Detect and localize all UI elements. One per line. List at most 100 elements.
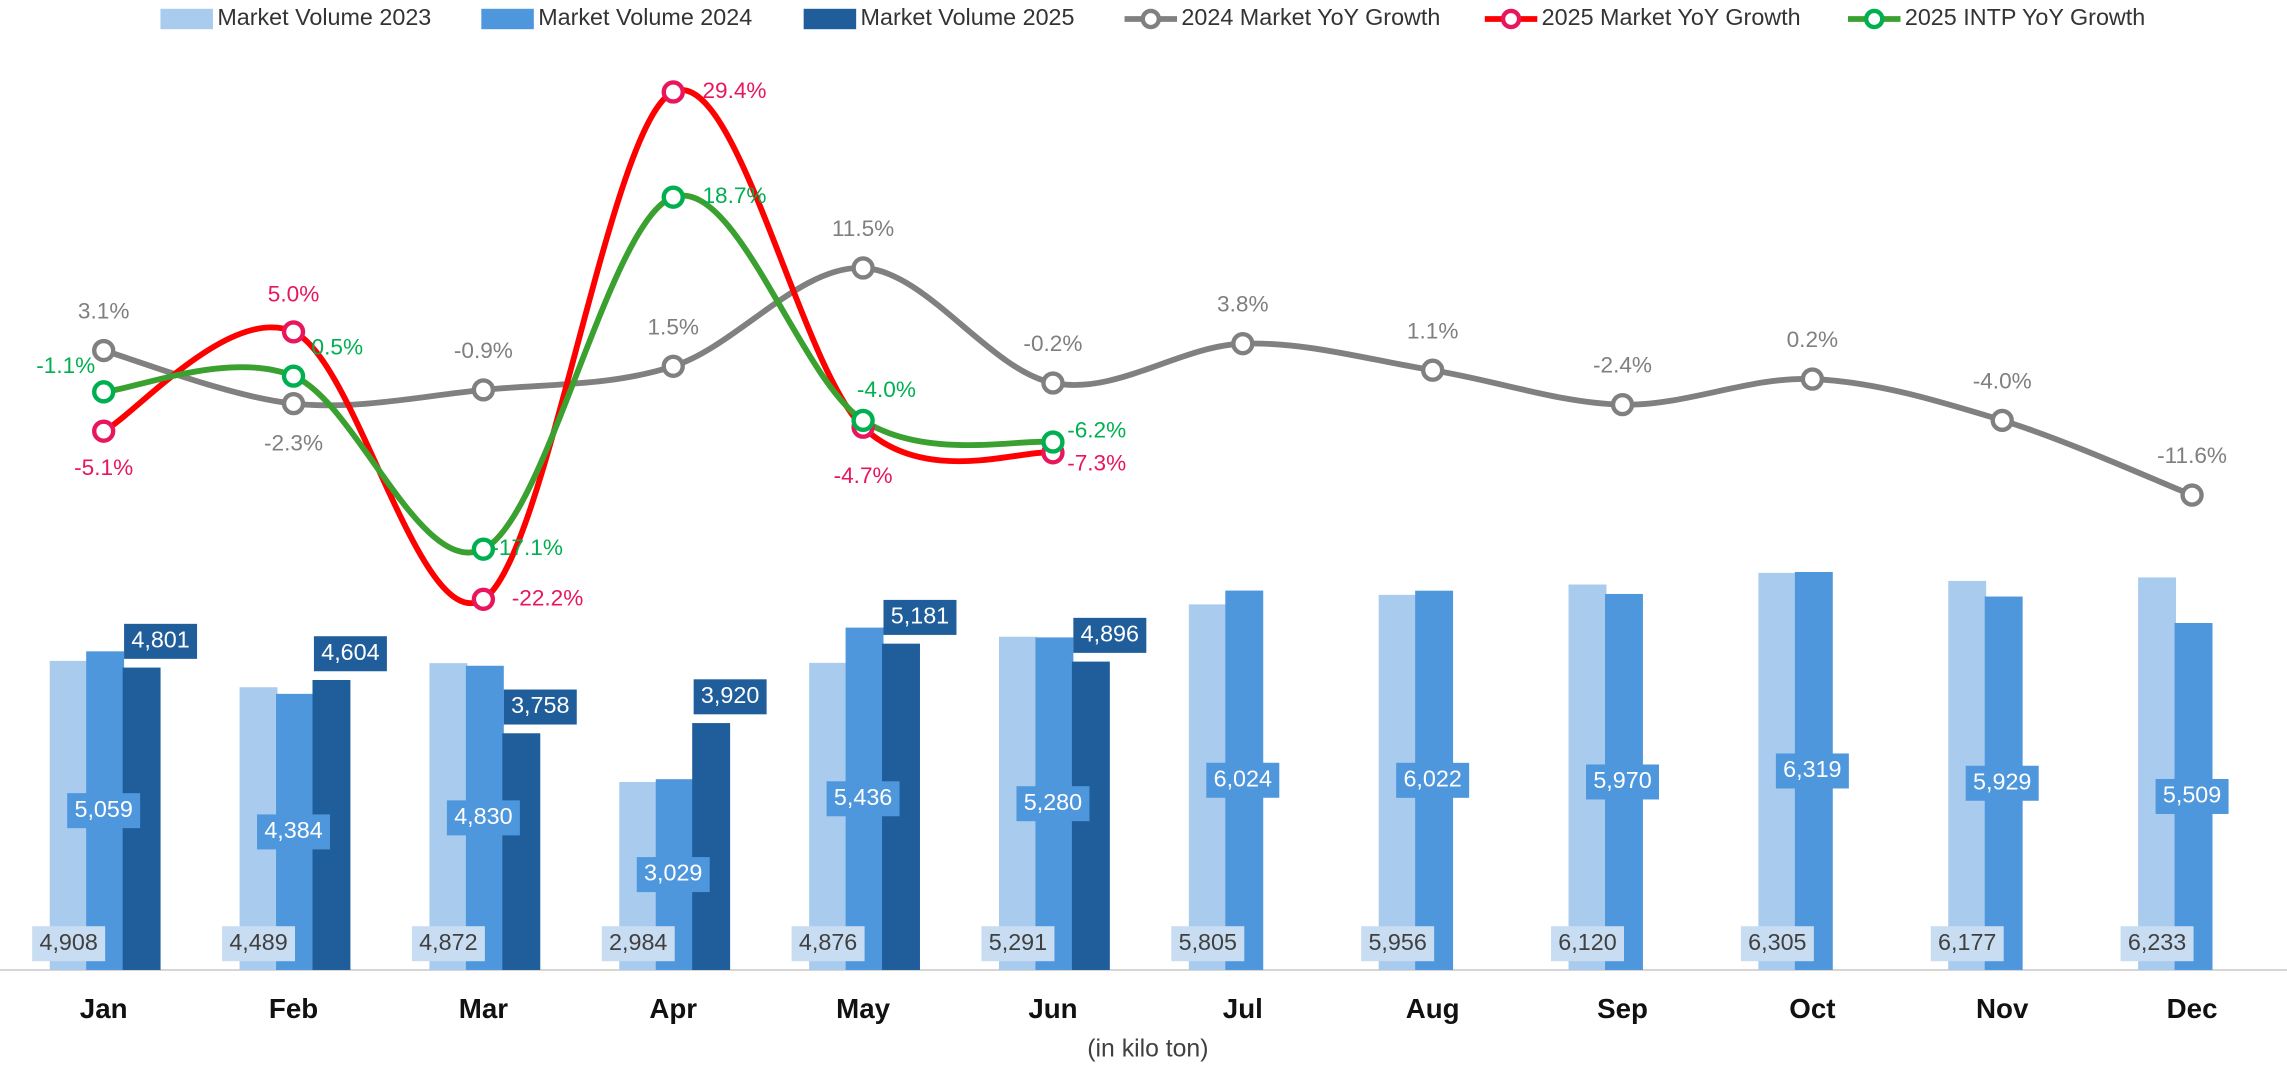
data-label-text: 4,876 — [799, 929, 857, 955]
data-label-text: 6,024 — [1214, 765, 1272, 791]
legend-label: Market Volume 2023 — [217, 4, 431, 30]
data-label-text: 5,436 — [834, 784, 892, 810]
line-data-label: -17.1% — [491, 535, 563, 560]
data-label: 5,929 — [1965, 765, 2039, 801]
line-marker — [1800, 367, 1825, 391]
data-label-text: 5,509 — [2163, 782, 2221, 808]
data-label-box — [981, 926, 1055, 962]
data-label: 6,024 — [1206, 762, 1280, 798]
x-tick-label: Mar — [459, 993, 508, 1024]
line-data-label: -0.9% — [454, 338, 513, 363]
data-label-text: 5,805 — [1179, 929, 1237, 955]
data-label-text: 5,181 — [891, 603, 949, 629]
lines — [102, 87, 2194, 606]
line-marker — [1041, 371, 1065, 395]
x-tick-label: Sep — [1597, 993, 1648, 1024]
data-label: 5,805 — [1171, 926, 1245, 962]
line-marker — [471, 378, 496, 402]
data-label-box — [67, 793, 141, 829]
data-label-text: 4,872 — [419, 929, 477, 955]
data-label-box — [1775, 753, 1849, 789]
data-label-text: 4,384 — [264, 817, 322, 843]
data-label-text: 4,896 — [1081, 621, 1139, 647]
data-label: 4,801 — [124, 623, 198, 659]
x-tick-label: Oct — [1789, 993, 1835, 1024]
line-data-label: -7.3% — [1067, 450, 1126, 475]
x-tick-label: Apr — [649, 993, 697, 1024]
data-label: 5,436 — [826, 781, 900, 817]
data-label-text: 5,970 — [1593, 767, 1651, 793]
data-label-box — [883, 599, 957, 635]
x-tick-label: Feb — [269, 993, 318, 1024]
line-data-label: 1.1% — [1407, 318, 1459, 343]
line-data-label: -0.2% — [1023, 331, 1082, 356]
data-label: 6,233 — [2120, 926, 2194, 962]
data-label: 5,280 — [1016, 786, 1090, 822]
data-label: 6,305 — [1740, 926, 1814, 962]
data-label: 3,920 — [693, 679, 767, 715]
line-marker — [471, 587, 496, 611]
legend-label: 2025 INTP YoY Growth — [1905, 4, 2145, 30]
legend-swatch — [160, 8, 213, 30]
data-label: 5,956 — [1361, 926, 1435, 962]
data-label: 4,896 — [1073, 617, 1147, 653]
line-data-label: -5.1% — [74, 455, 133, 480]
data-label: 4,872 — [411, 926, 485, 962]
data-label-text: 5,280 — [1024, 789, 1082, 815]
data-label-box — [1361, 926, 1435, 962]
data-label-box — [2155, 778, 2229, 814]
line-marker — [1420, 358, 1445, 382]
data-label-text: 2,984 — [609, 929, 667, 955]
data-label-box — [1586, 764, 1659, 800]
line-data-label: -22.2% — [512, 585, 584, 610]
line-data-label: 18.7% — [702, 183, 766, 208]
line-marker — [661, 354, 685, 378]
line-data-label: 11.5% — [832, 216, 894, 241]
data-label: 4,876 — [791, 926, 865, 962]
line-marker — [1990, 408, 2014, 433]
legend-label: 2025 Market YoY Growth — [1542, 4, 1801, 30]
legend-swatch — [1500, 8, 1522, 30]
legend-swatch — [1864, 8, 1885, 30]
data-label-box — [826, 781, 900, 817]
data-label: 6,177 — [1930, 926, 2004, 962]
line-marker — [661, 185, 685, 209]
line-marker — [92, 338, 116, 363]
data-label-box — [32, 926, 106, 962]
legend-swatch — [481, 8, 534, 30]
line-data-label: -11.6% — [2157, 443, 2227, 468]
data-label: 4,908 — [32, 926, 106, 962]
data-label-box — [2120, 926, 2194, 962]
line-marker — [92, 419, 116, 443]
line-marker — [851, 408, 875, 433]
x-tick-label: Jul — [1223, 993, 1263, 1024]
data-label-text: 5,929 — [1973, 768, 2031, 794]
data-label-box — [1073, 617, 1147, 653]
data-label-box — [446, 800, 520, 836]
x-tick-label: Jan — [80, 993, 128, 1024]
line-data-label: 3.1% — [78, 299, 130, 324]
data-label-box — [1396, 762, 1470, 798]
data-label-box — [1206, 762, 1280, 798]
data-label-box — [411, 926, 485, 962]
data-label: 5,059 — [67, 793, 141, 829]
data-label-text: 5,956 — [1368, 929, 1426, 955]
line-marker — [1610, 392, 1635, 417]
line-data-label: -1.1% — [36, 353, 95, 378]
data-label-text: 4,908 — [39, 929, 97, 955]
data-label-box — [1551, 926, 1624, 962]
legend-swatch — [803, 8, 857, 30]
data-label: 3,758 — [503, 689, 577, 725]
line-marker — [851, 256, 875, 280]
data-label-text: 6,120 — [1558, 929, 1616, 955]
line — [102, 265, 2194, 498]
x-tick-label: Jun — [1028, 993, 1077, 1024]
line-marker — [281, 391, 306, 416]
data-label-text: 4,489 — [229, 929, 287, 955]
data-label: 2,984 — [601, 926, 675, 962]
data-label-box — [1965, 765, 2039, 801]
bar — [2138, 577, 2177, 970]
line — [103, 192, 1054, 556]
data-label: 6,120 — [1551, 926, 1624, 962]
